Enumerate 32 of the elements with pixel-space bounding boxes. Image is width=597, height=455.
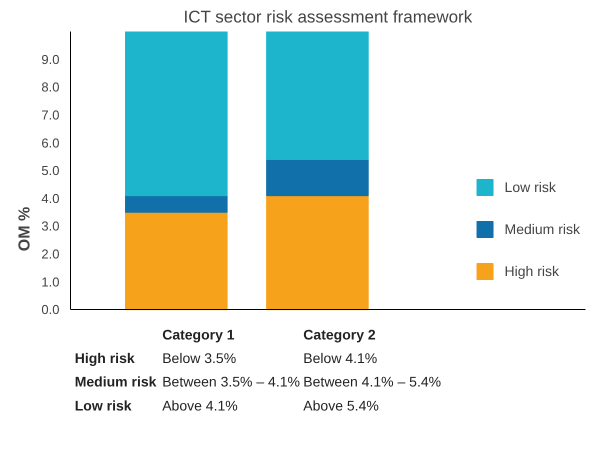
y-axis-title: OM % bbox=[16, 206, 34, 252]
text: Below 3.5% bbox=[162, 350, 236, 366]
y-tick-label: 3.0 bbox=[41, 218, 60, 234]
legend-label: High risk bbox=[504, 262, 559, 278]
chart-title: ICT sector risk assessment framework bbox=[183, 8, 473, 26]
y-tick-label: 4.0 bbox=[41, 190, 60, 206]
legend-label: Low risk bbox=[504, 178, 556, 194]
bar bbox=[125, 195, 228, 213]
y-tick-label: 8.0 bbox=[41, 80, 60, 95]
bar bbox=[266, 32, 369, 160]
y-tick-label: 0.0 bbox=[41, 302, 60, 318]
bar bbox=[266, 158, 369, 196]
text: Between 4.1% – 5.4% bbox=[303, 374, 442, 390]
bar bbox=[125, 212, 228, 310]
text: Above 4.1% bbox=[162, 397, 238, 414]
y-tick-label: 2.0 bbox=[41, 246, 60, 262]
text: High risk bbox=[74, 350, 135, 366]
y-tick-label: 1.0 bbox=[41, 274, 60, 290]
text: Medium risk bbox=[74, 374, 157, 390]
text: Above 5.4% bbox=[303, 397, 379, 414]
legend-label: Medium risk bbox=[504, 220, 580, 236]
bar bbox=[125, 32, 228, 196]
y-tick-label: 7.0 bbox=[41, 107, 60, 122]
y-tick-label: 6.0 bbox=[41, 135, 60, 150]
y-tick-label: 9.0 bbox=[41, 52, 60, 67]
x-tick-label: Category 2 bbox=[303, 326, 376, 342]
text: Between 3.5% – 4.1% bbox=[162, 374, 300, 390]
y-tick-label: 5.0 bbox=[41, 163, 60, 178]
bar bbox=[266, 195, 369, 310]
x-tick-label: Category 1 bbox=[162, 326, 235, 342]
text: Below 4.1% bbox=[303, 350, 378, 366]
text: Low risk bbox=[74, 397, 132, 414]
